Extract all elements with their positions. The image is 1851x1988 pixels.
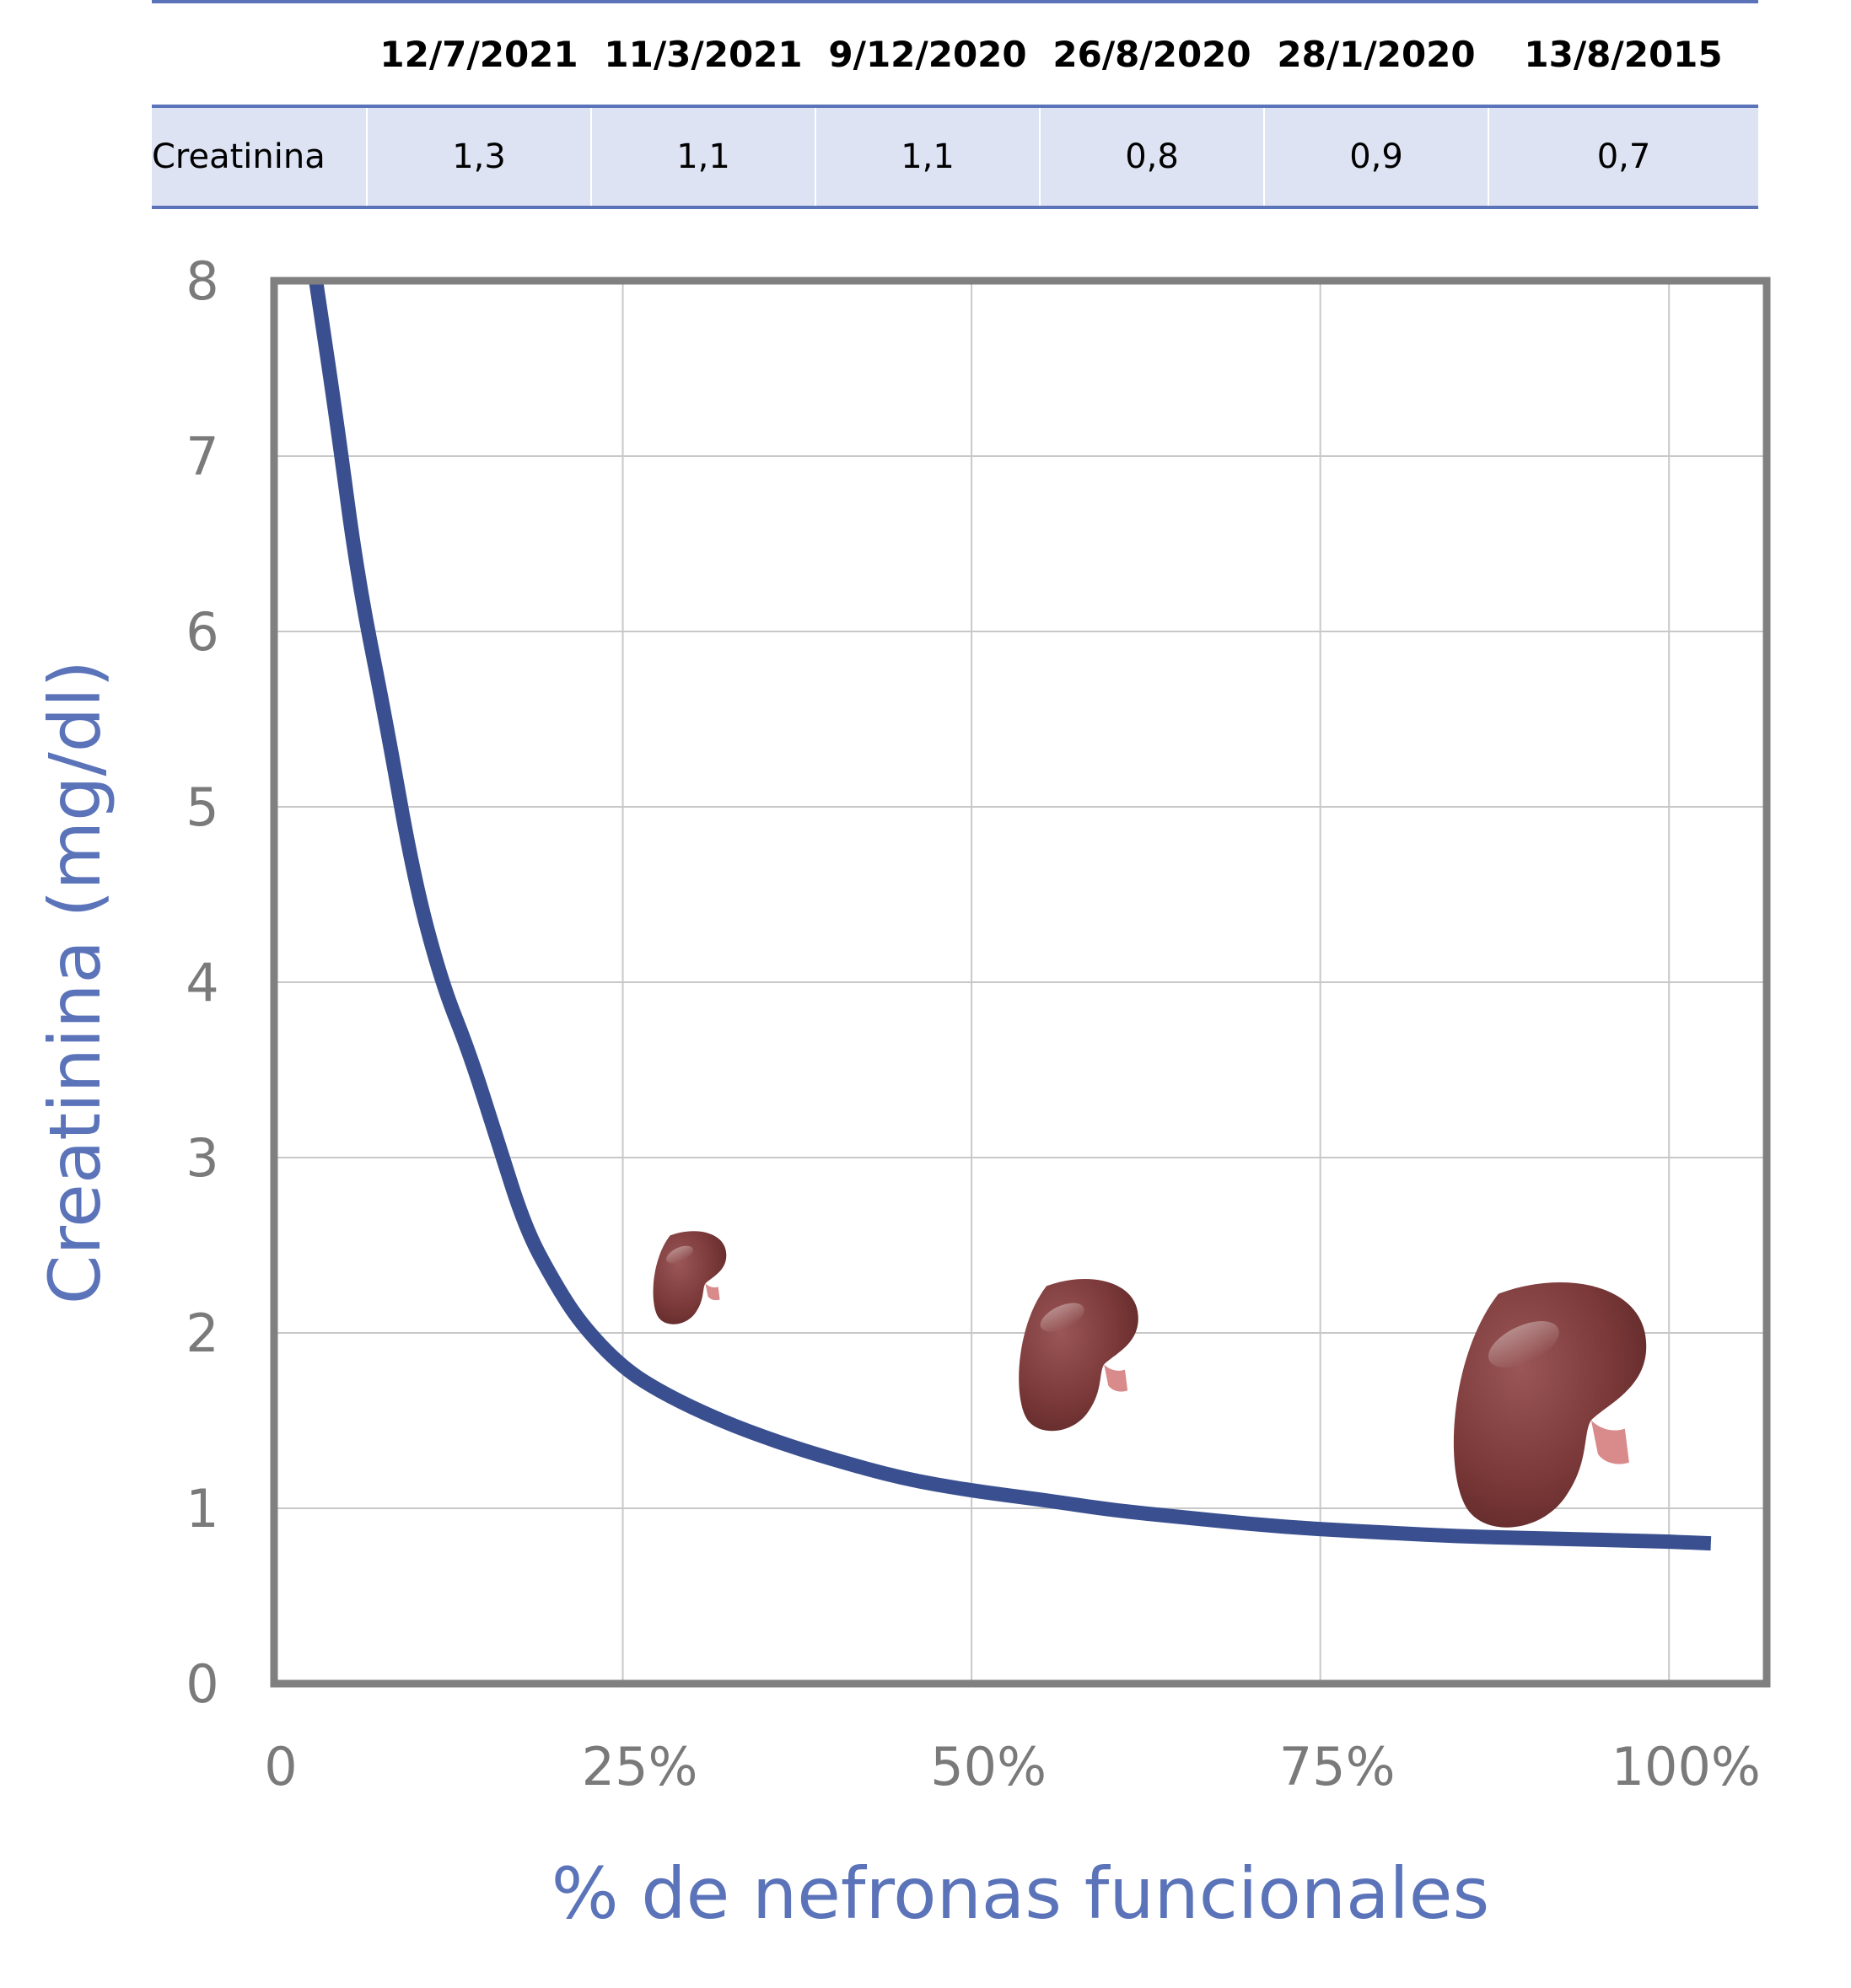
kidney-icon (1019, 1278, 1138, 1432)
header-cell-empty (152, 0, 367, 108)
y-tick-label: 1 (186, 1478, 218, 1539)
y-tick-label: 7 (186, 426, 218, 487)
table-row-creatinina: Creatinina 1,3 1,1 1,1 0,8 0,9 0,7 (152, 106, 1758, 209)
table-cell-value: 1,1 (590, 106, 815, 209)
table-header-row: 12/7/2021 11/3/2021 9/12/2020 26/8/2020 … (152, 0, 1758, 108)
y-tick-label: 2 (186, 1303, 218, 1364)
series-line-creatinina (309, 279, 1712, 1551)
kidney-icon (1453, 1281, 1647, 1528)
plot-frame (270, 277, 1771, 1688)
lab-results-table: 12/7/2021 11/3/2021 9/12/2020 26/8/2020 … (152, 0, 1758, 209)
x-tick-label: 50% (930, 1736, 1047, 1797)
y-axis-label: Creatinina (mg/dl) (34, 660, 116, 1304)
tick-labels: 0 1 2 3 4 5 6 7 8 0 25% 50% 75% 100% (186, 250, 1761, 1797)
header-cell-date: 9/12/2020 (815, 0, 1040, 108)
y-tick-label: 0 (186, 1653, 218, 1715)
x-tick-label: 0 (264, 1736, 297, 1797)
y-tick-label: 3 (186, 1127, 218, 1189)
table-cell-value: 1,1 (815, 106, 1040, 209)
x-tick-label: 25% (582, 1736, 698, 1797)
table-cell-value: 0,8 (1039, 106, 1264, 209)
table-cell-value: 1,3 (366, 106, 591, 209)
table-cell-value: 0,9 (1263, 106, 1488, 209)
lab-results-table-container: 12/7/2021 11/3/2021 9/12/2020 26/8/2020 … (152, 0, 1758, 211)
y-tick-label: 4 (186, 952, 218, 1013)
x-axis-label: % de nefronas funcionales (552, 1852, 1489, 1935)
header-cell-date: 12/7/2021 (367, 0, 591, 108)
header-cell-date: 11/3/2021 (591, 0, 815, 108)
header-cell-date: 13/8/2015 (1488, 0, 1758, 108)
kidney-annotations (653, 1231, 1647, 1528)
row-label: Creatinina (152, 106, 367, 209)
x-tick-label: 75% (1279, 1736, 1396, 1797)
x-tick-label: 100% (1612, 1736, 1761, 1797)
y-tick-label: 5 (186, 776, 218, 838)
kidney-icon (653, 1231, 727, 1324)
creatinine-chart: 0 1 2 3 4 5 6 7 8 0 25% 50% 75% 100% % de nefronas fu… (34, 250, 1771, 1935)
table-cell-value: 0,7 (1488, 106, 1758, 209)
y-tick-label: 8 (186, 250, 218, 312)
y-tick-label: 6 (186, 601, 218, 663)
grid-lines (274, 281, 1767, 1684)
header-cell-date: 28/1/2020 (1264, 0, 1488, 108)
series-layer (309, 279, 1712, 1551)
header-cell-date: 26/8/2020 (1040, 0, 1264, 108)
